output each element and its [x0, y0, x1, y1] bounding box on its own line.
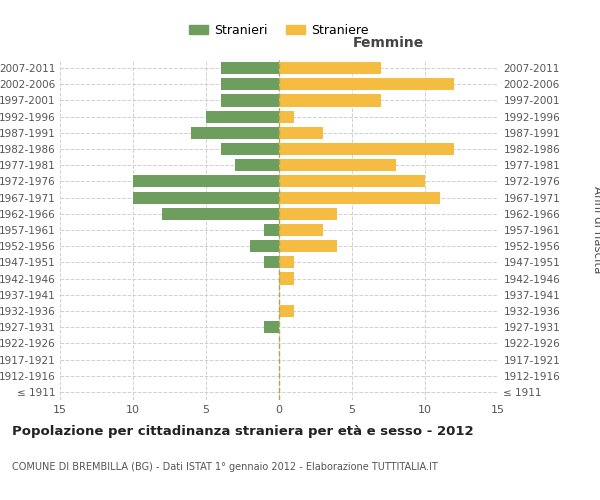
Legend: Stranieri, Straniere: Stranieri, Straniere — [184, 18, 374, 42]
Bar — [250, 240, 279, 252]
Text: Popolazione per cittadinanza straniera per età e sesso - 2012: Popolazione per cittadinanza straniera p… — [12, 425, 473, 438]
Bar — [279, 127, 323, 139]
Bar — [221, 62, 279, 74]
Bar — [279, 110, 293, 122]
Bar — [279, 272, 293, 284]
Bar — [279, 143, 454, 155]
Bar — [279, 224, 323, 236]
Text: Femmine: Femmine — [353, 36, 424, 50]
Bar — [279, 192, 440, 203]
Bar — [133, 176, 279, 188]
Bar — [162, 208, 279, 220]
Bar — [221, 143, 279, 155]
Bar — [265, 256, 279, 268]
Bar — [206, 110, 279, 122]
Text: COMUNE DI BREMBILLA (BG) - Dati ISTAT 1° gennaio 2012 - Elaborazione TUTTITALIA.: COMUNE DI BREMBILLA (BG) - Dati ISTAT 1°… — [12, 462, 438, 472]
Bar — [279, 62, 381, 74]
Bar — [279, 305, 293, 317]
Bar — [279, 159, 396, 172]
Bar — [133, 192, 279, 203]
Bar — [279, 94, 381, 106]
Bar — [279, 208, 337, 220]
Bar — [279, 256, 293, 268]
Text: Anni di nascita: Anni di nascita — [590, 186, 600, 274]
Bar — [265, 224, 279, 236]
Bar — [191, 127, 279, 139]
Bar — [279, 176, 425, 188]
Bar — [279, 78, 454, 90]
Bar — [235, 159, 279, 172]
Bar — [221, 94, 279, 106]
Bar — [221, 78, 279, 90]
Bar — [279, 240, 337, 252]
Bar — [265, 321, 279, 333]
